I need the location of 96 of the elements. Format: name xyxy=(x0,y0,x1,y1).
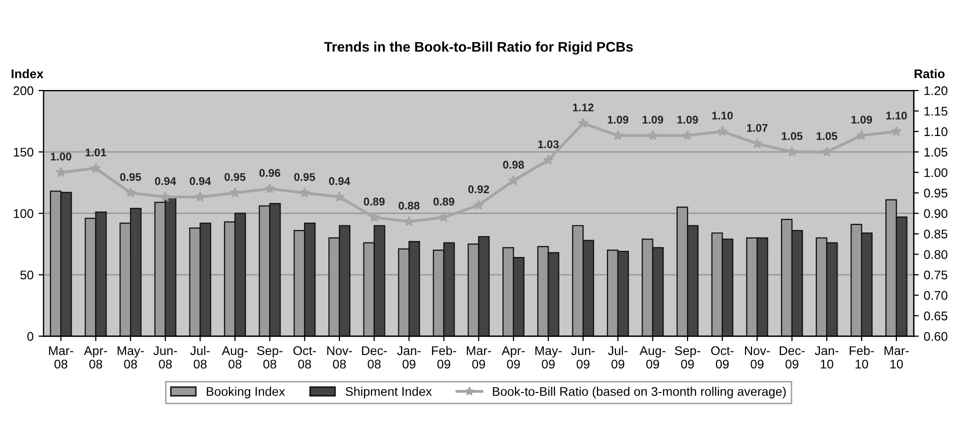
data-label: 0.96 xyxy=(259,168,280,177)
x-tick-label: Oct- 08 xyxy=(293,346,316,369)
y-axis-title: Index xyxy=(12,69,44,78)
x-tick-label: Jul- 08 xyxy=(190,346,210,369)
data-label: 1.00 xyxy=(50,152,72,160)
x-tick-label: Nov- 08 xyxy=(327,346,352,369)
y2-tick-label: 0.90 xyxy=(924,209,948,218)
data-label: 0.94 xyxy=(329,177,350,186)
x-tick-label: Dec- 08 xyxy=(362,346,387,369)
y-tick-label: 200 xyxy=(14,86,34,96)
data-label: 0.95 xyxy=(224,173,246,181)
point xyxy=(368,212,380,222)
y-tick-label: 100 xyxy=(14,209,34,218)
x-tick-label: Nov- 09 xyxy=(744,346,770,369)
point xyxy=(90,162,102,173)
y2-tick-label: 1.10 xyxy=(924,127,948,136)
y-tick-label: 150 xyxy=(14,148,34,157)
x-tick-label: Oct- 09 xyxy=(711,346,734,369)
legend-label: Book-to-Bill Ratio (based on 3-month rolling average) xyxy=(492,386,786,398)
point xyxy=(264,183,276,194)
x-tick-label: Aug- 09 xyxy=(640,346,666,369)
chart-title: Trends in the Book-to-Bill Ratio for Rigid PCBs xyxy=(324,42,633,55)
data-label: 0.95 xyxy=(120,173,142,181)
point xyxy=(473,200,484,210)
data-label: 1.09 xyxy=(677,116,698,124)
point xyxy=(821,146,832,157)
data-label: 1.05 xyxy=(782,132,802,140)
data-label: 0.94 xyxy=(154,177,176,186)
x-tick-label: May- 08 xyxy=(118,346,144,369)
y2-axis-title: Ratio xyxy=(914,69,945,78)
point xyxy=(404,216,414,226)
data-label: 0.89 xyxy=(364,198,385,206)
x-tick-label: Apr- 09 xyxy=(502,346,525,369)
data-label: 0.95 xyxy=(294,173,316,181)
data-label: 1.01 xyxy=(86,148,106,156)
x-tick-label: Jan- 09 xyxy=(397,346,421,369)
data-label: 1.05 xyxy=(816,132,838,140)
x-tick-label: Feb- 09 xyxy=(432,346,456,369)
data-label: 0.98 xyxy=(503,160,524,169)
x-tick-label: Apr- 08 xyxy=(84,346,107,369)
y2-tick-label: 0.95 xyxy=(924,188,948,198)
legend-label: Shipment Index xyxy=(346,386,432,398)
x-tick-label: May- 09 xyxy=(535,346,562,369)
y2-tick-label: 0.60 xyxy=(924,332,948,341)
data-label: 1.12 xyxy=(572,103,594,112)
x-tick-label: Jun- 08 xyxy=(153,346,177,369)
point xyxy=(508,175,519,186)
data-label: 1.09 xyxy=(642,116,664,124)
data-label: 1.09 xyxy=(608,116,628,124)
y-tick-label: 50 xyxy=(20,270,34,280)
data-label: 1.07 xyxy=(747,124,768,132)
point xyxy=(578,118,588,128)
data-label: 0.88 xyxy=(398,202,420,210)
x-tick-label: Feb- 10 xyxy=(850,346,874,369)
data-label: 1.03 xyxy=(538,140,559,148)
x-tick-label: Mar- 09 xyxy=(466,346,491,369)
x-tick-label: Mar- 10 xyxy=(884,346,909,369)
point xyxy=(56,166,66,178)
point xyxy=(230,187,240,198)
y2-tick-label: 1.05 xyxy=(924,148,948,157)
point xyxy=(194,191,206,202)
y2-tick-label: 1.15 xyxy=(924,106,948,116)
y2-tick-label: 0.80 xyxy=(924,250,948,259)
point xyxy=(786,146,798,157)
point xyxy=(334,191,345,202)
x-tick-label: Dec- 09 xyxy=(780,346,805,369)
y-tick-label: 0 xyxy=(27,332,34,341)
x-tick-label: Jun- 09 xyxy=(571,346,595,369)
data-label: 0.89 xyxy=(433,198,454,206)
x-tick-label: Jul- 09 xyxy=(608,346,628,369)
point xyxy=(891,126,902,136)
y2-tick-label: 0.65 xyxy=(924,312,948,320)
y2-tick-label: 0.70 xyxy=(924,291,948,300)
point xyxy=(647,130,658,140)
legend-label: Booking Index xyxy=(206,386,285,398)
point xyxy=(160,191,171,202)
point xyxy=(717,126,728,136)
point xyxy=(299,187,310,198)
y2-tick-label: 1.00 xyxy=(924,168,948,178)
y2-tick-label: 0.85 xyxy=(924,230,948,238)
x-tick-label: Mar- 08 xyxy=(49,346,74,369)
x-tick-label: Aug- 08 xyxy=(222,346,248,369)
x-tick-label: Jan- 10 xyxy=(814,346,838,369)
x-tick-label: Sep- 08 xyxy=(257,346,282,369)
point xyxy=(682,130,693,140)
point xyxy=(542,154,554,165)
point xyxy=(856,130,867,140)
y2-tick-label: 1.20 xyxy=(924,86,948,96)
data-label: 0.92 xyxy=(468,185,490,194)
x-tick-label: Sep- 09 xyxy=(674,346,700,369)
data-label: 1.09 xyxy=(851,116,872,124)
point xyxy=(125,187,136,198)
data-label: 1.10 xyxy=(712,112,733,120)
data-label: 1.10 xyxy=(886,112,907,120)
y2-tick-label: 0.75 xyxy=(924,270,948,280)
data-label: 0.94 xyxy=(190,177,211,186)
